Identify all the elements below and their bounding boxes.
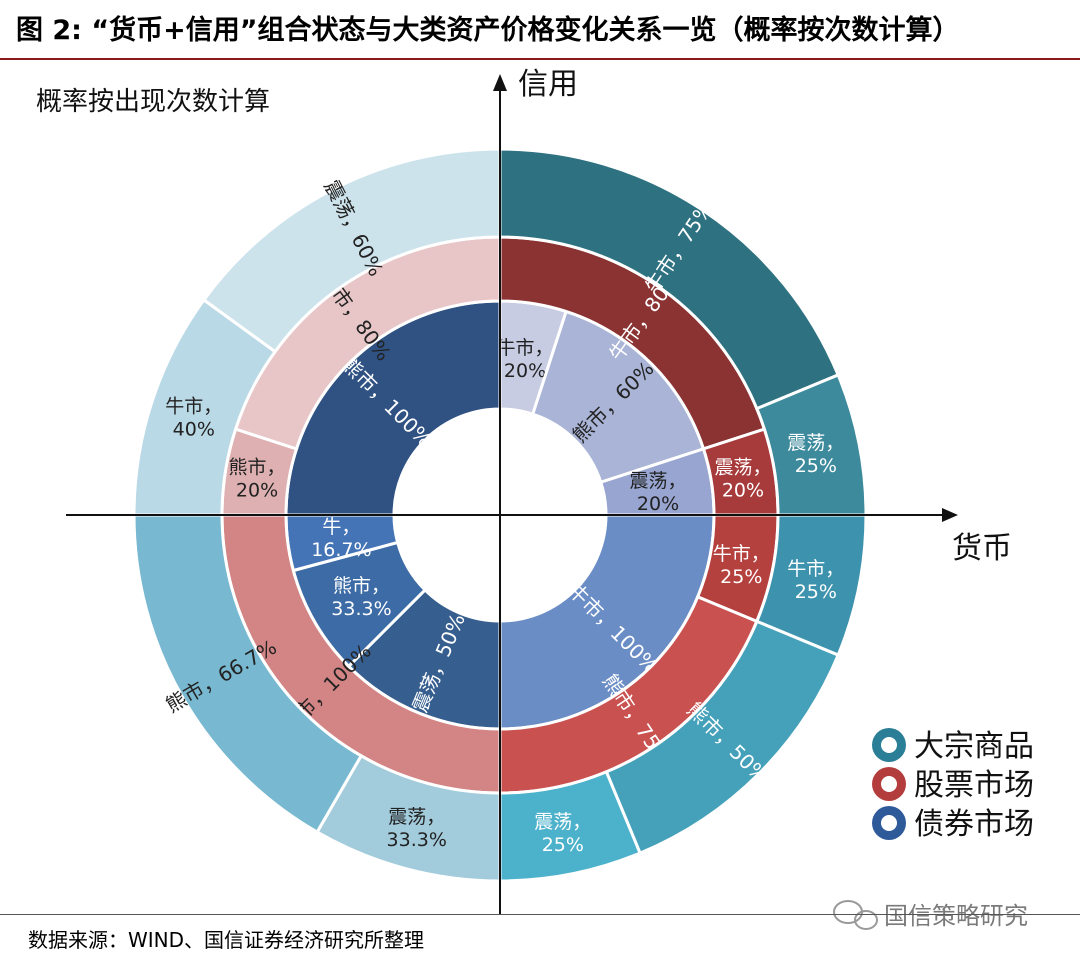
lower-left-commodity-slice-1-pct: 33.3% xyxy=(387,829,447,851)
wechat-icon-small xyxy=(854,910,878,930)
watermark-text: 国信策略研究 xyxy=(884,902,1028,930)
upper-right-stock-slice-2-label: 震荡， xyxy=(714,457,771,479)
title-divider xyxy=(0,58,1080,60)
lower-right-stock-slice-1-pct: 25% xyxy=(720,566,762,588)
upper-right-bond-slice-1-label: 牛市， xyxy=(497,337,554,359)
lower-left-bond-slice-2-pct: 33.3% xyxy=(331,598,391,620)
chart-note: 概率按出现次数计算 xyxy=(36,87,270,117)
upper-right-commodity-slice-2-label: 震荡， xyxy=(787,432,844,454)
upper-right-bond-slice-3-pct: 20% xyxy=(637,493,679,515)
upper-right-stock-slice-2-pct: 20% xyxy=(722,480,764,502)
x-axis-arrow-icon xyxy=(942,508,958,522)
footer-divider xyxy=(0,914,1080,915)
legend-swatch-hole xyxy=(881,776,897,792)
upper-right-bond-slice-3-label: 震荡， xyxy=(630,470,687,492)
upper-left-stock-slice-1-pct: 20% xyxy=(236,480,278,502)
y-axis-arrow-icon xyxy=(493,74,507,91)
legend-label: 股票市场 xyxy=(914,768,1034,803)
lower-right-commodity-slice-3-pct: 25% xyxy=(542,834,584,856)
lower-left-commodity-slice-1-label: 震荡， xyxy=(388,806,445,828)
legend-swatch-hole xyxy=(881,737,897,753)
upper-right-commodity-slice-2-pct: 25% xyxy=(795,455,837,477)
legend-item-3: 债券市场 xyxy=(872,806,1034,842)
lower-right-commodity-slice-3-label: 震荡， xyxy=(534,811,591,833)
legend-item-2: 股票市场 xyxy=(872,767,1034,803)
lower-left-bond-slice-3-label: 牛， xyxy=(322,516,360,538)
watermark: 国信策略研究 xyxy=(833,900,1028,930)
lower-left-bond-slice-3-pct: 16.7% xyxy=(311,539,371,561)
upper-left-commodity-slice-1-label: 牛市， xyxy=(165,395,222,417)
legend-swatch-hole xyxy=(881,815,897,831)
x-axis-label: 货币 xyxy=(952,531,1012,566)
legend-label: 债券市场 xyxy=(914,807,1034,842)
lower-left-bond-slice-2-label: 熊市， xyxy=(333,575,390,597)
legend-label: 大宗商品 xyxy=(914,729,1034,764)
legend-item-1: 大宗商品 xyxy=(872,728,1034,764)
lower-right-stock-slice-1-label: 牛市， xyxy=(713,543,770,565)
lower-right-commodity-slice-1-pct: 25% xyxy=(795,581,837,603)
upper-left-commodity-slice-1-pct: 40% xyxy=(173,418,215,440)
upper-right-bond-slice-1-pct: 20% xyxy=(504,360,546,382)
figure-title: 图 2: “货币+信用”组合状态与大类资产价格变化关系一览（概率按次数计算） xyxy=(16,15,960,46)
y-axis-label: 信用 xyxy=(518,67,578,102)
wechat-icon xyxy=(833,900,863,924)
lower-right-commodity-slice-1-label: 牛市， xyxy=(787,558,844,580)
upper-left-stock-slice-1-label: 熊市， xyxy=(229,457,286,479)
source-note: 数据来源：WIND、国信证券经济研究所整理 xyxy=(28,928,425,952)
